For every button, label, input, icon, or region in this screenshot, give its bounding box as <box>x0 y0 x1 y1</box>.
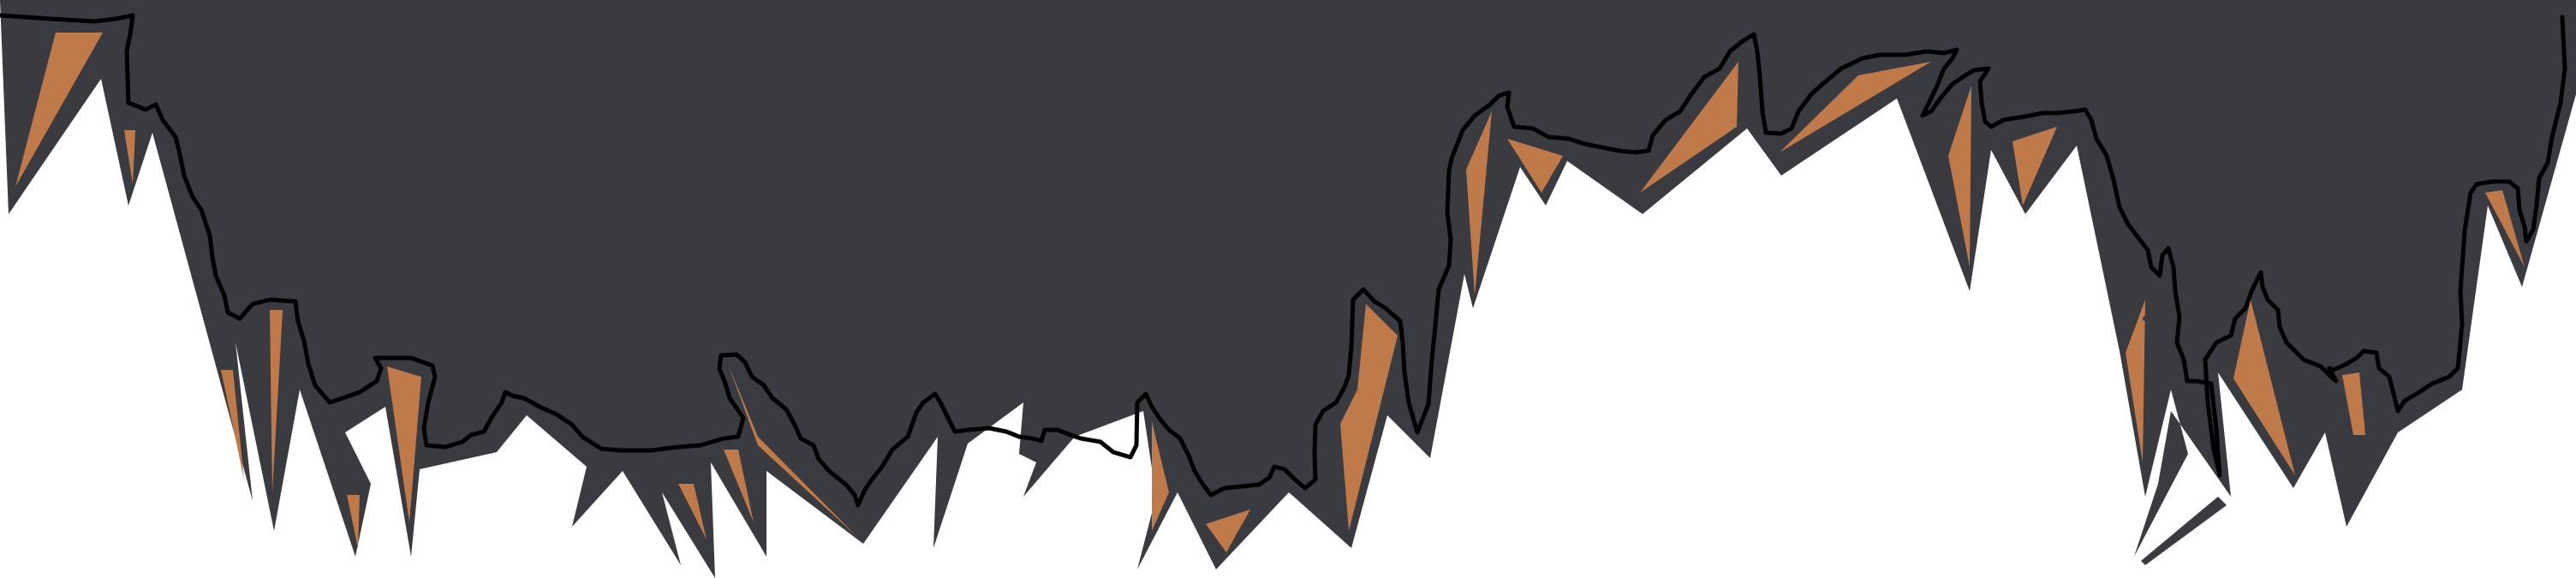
crystal-group <box>15 33 2525 552</box>
crystal-speck <box>2143 316 2148 321</box>
crystal-shard <box>1152 421 1169 531</box>
rock-outline <box>0 13 2567 508</box>
crystal-shard <box>678 484 707 539</box>
crystal-shard <box>2012 127 2057 206</box>
crystal-shard <box>221 370 244 480</box>
hanging-spike <box>2141 497 2227 565</box>
crystal-shard <box>1206 509 1250 552</box>
crystal-shard <box>347 495 360 548</box>
crystal-shard <box>724 450 754 522</box>
crystal-shard <box>1466 111 1492 295</box>
crystal-shard <box>1340 304 1398 531</box>
crystal-shard <box>2126 300 2145 462</box>
crystal-shard <box>2485 190 2525 267</box>
crystal-shard <box>1507 139 1563 193</box>
crystal-shard <box>1948 86 1971 267</box>
crystal-shard <box>124 130 135 184</box>
crystal-shard <box>15 33 103 187</box>
crystal-speck <box>2150 322 2153 325</box>
crystal-shard <box>387 366 421 522</box>
crystal-shard <box>1640 62 1738 193</box>
crystal-shard <box>270 310 283 492</box>
crystal-shard <box>1780 62 1931 152</box>
crystal-shard <box>2342 372 2365 435</box>
crystal-shard <box>2233 300 2295 475</box>
rock-opening <box>1036 456 1143 561</box>
